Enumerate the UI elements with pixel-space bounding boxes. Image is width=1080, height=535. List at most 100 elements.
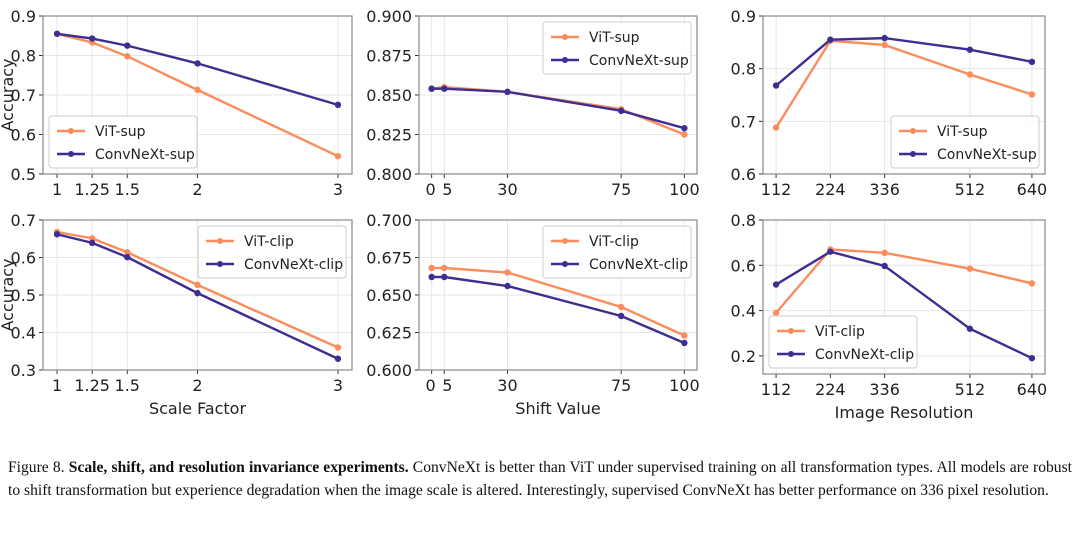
data-point — [881, 249, 888, 257]
y-tick-label: 0.6 — [11, 249, 36, 268]
y-tick-label: 0.3 — [11, 361, 36, 380]
data-point — [827, 248, 834, 255]
legend-box — [768, 315, 918, 369]
legend-marker — [910, 128, 916, 134]
x-tick-label: 112 — [761, 380, 792, 399]
data-point — [617, 303, 625, 311]
y-tick-label: 0.875 — [366, 47, 412, 66]
x-tick-label: 5 — [442, 180, 452, 199]
legend-marker — [562, 238, 568, 244]
x-tick-label: 1.5 — [115, 180, 140, 199]
legend-box — [542, 225, 692, 279]
data-point — [681, 332, 688, 339]
data-point — [88, 35, 96, 42]
caption-label: Figure 8. — [8, 459, 65, 476]
x-tick-label: 336 — [869, 180, 900, 199]
y-tick-label: 0.825 — [366, 126, 412, 145]
y-axis-label: Accuracy — [0, 258, 17, 331]
series-line-vit-sup — [431, 85, 685, 136]
y-tick-label: 0.7 — [11, 86, 36, 105]
data-point — [772, 124, 780, 131]
caption-text: ConvNeXt is better than ViT under superv… — [8, 459, 1073, 499]
plot-frame — [42, 219, 353, 371]
legend-label: ConvNeXt-clip — [589, 257, 688, 273]
y-tick-label: 0.7 — [731, 112, 756, 131]
data-point — [504, 282, 511, 290]
data-point — [334, 344, 342, 351]
x-tick-label: 1 — [52, 180, 62, 199]
x-tick-label: 5 — [442, 376, 452, 395]
y-tick-label: 0.7 — [11, 211, 36, 230]
y-tick-label: 0.9 — [11, 7, 36, 26]
legend-marker — [562, 261, 568, 267]
legend-box — [48, 115, 198, 169]
y-tick-label: 0.6 — [11, 126, 36, 145]
data-point — [194, 281, 201, 289]
plot-frame — [762, 15, 1046, 175]
legend-label: ViT-clip — [244, 234, 294, 250]
x-axis-label: Scale Factor — [149, 399, 247, 418]
x-tick-label: 1.25 — [74, 376, 110, 395]
y-tick-label: 0.850 — [366, 86, 412, 105]
data-point — [504, 88, 511, 96]
data-point — [334, 101, 342, 109]
plot-frame — [42, 15, 353, 175]
legend-label: ConvNeXt-sup — [589, 53, 689, 69]
x-tick-label: 512 — [955, 380, 986, 399]
legend-marker — [788, 351, 794, 357]
x-tick-label: 100 — [669, 376, 700, 395]
data-point — [772, 309, 780, 317]
y-tick-label: 0.900 — [366, 7, 412, 26]
caption-title: Scale, shift, and resolution invariance … — [68, 459, 409, 476]
data-point — [617, 312, 625, 320]
legend-label: ConvNeXt-clip — [815, 347, 914, 363]
x-tick-label: 640 — [1017, 380, 1048, 399]
y-tick-label: 0.675 — [366, 249, 412, 268]
x-tick-label: 1 — [52, 376, 62, 395]
y-tick-label: 0.700 — [366, 211, 412, 230]
data-point — [504, 269, 511, 276]
data-point — [881, 41, 888, 49]
legend: ViT-sup ConvNeXt-sup — [890, 115, 1040, 169]
data-point — [194, 86, 201, 94]
legend-marker — [217, 238, 223, 244]
data-point — [881, 34, 888, 42]
data-point — [428, 85, 435, 92]
legend: ViT-clip ConvNeXt-clip — [542, 225, 692, 279]
y-tick-label: 0.2 — [731, 347, 756, 366]
y-tick-label: 0.5 — [11, 165, 36, 184]
x-tick-label: 1.25 — [74, 180, 110, 199]
y-tick-label: 0.8 — [11, 47, 36, 66]
data-point — [334, 153, 342, 160]
data-point — [428, 273, 435, 281]
data-point — [1028, 354, 1036, 362]
legend-marker — [910, 151, 916, 157]
data-point — [124, 249, 131, 256]
x-axis-label: Shift Value — [515, 399, 600, 418]
data-point — [966, 46, 974, 53]
plot-frame — [762, 219, 1046, 375]
data-point — [124, 253, 131, 261]
x-tick-label: 512 — [955, 180, 986, 199]
data-point — [53, 231, 61, 238]
plot-frame — [418, 219, 698, 371]
legend-label: ViT-clip — [815, 324, 865, 340]
legend-marker — [68, 151, 74, 157]
y-axis-label: Accuracy — [0, 58, 17, 131]
data-point — [681, 124, 688, 132]
legend-label: ViT-sup — [937, 124, 988, 140]
legend-box — [197, 225, 347, 279]
data-point — [681, 131, 688, 138]
data-point — [681, 339, 688, 347]
data-point — [441, 273, 448, 281]
data-point — [88, 239, 96, 247]
x-axis-label: Image Resolution — [835, 403, 974, 422]
y-tick-label: 0.9 — [731, 7, 756, 26]
legend-marker — [562, 34, 568, 40]
x-tick-label: 336 — [869, 380, 900, 399]
x-tick-label: 224 — [815, 180, 846, 199]
legend-marker — [562, 57, 568, 63]
y-tick-label: 0.650 — [366, 286, 412, 305]
legend-label: ConvNeXt-sup — [95, 147, 195, 163]
y-tick-label: 0.8 — [731, 211, 756, 230]
